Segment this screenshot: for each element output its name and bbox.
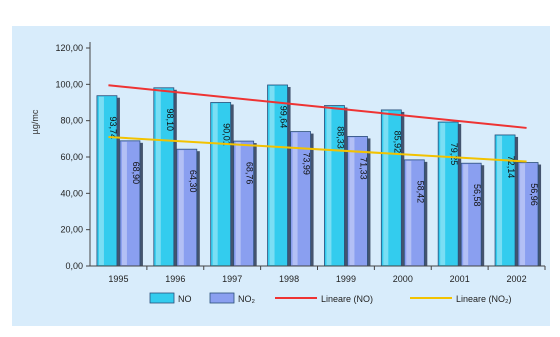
bar-highlight [212, 103, 218, 265]
legend-label: NO [178, 294, 192, 304]
bar-highlight [406, 160, 412, 265]
bar-highlight [383, 110, 389, 265]
bar-highlight [497, 135, 503, 265]
legend-label: NO₂ [238, 294, 256, 304]
bar-highlight [349, 137, 355, 265]
bar-highlight [440, 123, 446, 265]
x-tick-label: 1998 [279, 274, 299, 284]
y-tick-label: 40,00 [60, 188, 83, 198]
bar-highlight [178, 150, 184, 265]
x-tick-label: 1996 [165, 274, 185, 284]
x-tick-label: 2001 [450, 274, 470, 284]
bar-value-label: 99,64 [279, 106, 289, 129]
legend-label: Lineare (NO₂) [456, 294, 512, 304]
bar-highlight [235, 142, 241, 265]
legend-no: NO [149, 292, 192, 304]
x-tick-label: 2000 [393, 274, 413, 284]
y-tick-label: 60,00 [60, 152, 83, 162]
bar-highlight [155, 88, 161, 265]
legend-trend-no2: Lineare (NO₂) [410, 294, 512, 304]
bar-value-label: 58,42 [415, 181, 425, 204]
bar-value-label: 88,33 [335, 126, 345, 149]
bar-value-label: 79,25 [449, 143, 459, 166]
y-tick-label: 100,00 [55, 79, 83, 89]
bar-value-label: 56,96 [529, 183, 539, 206]
bar-value-label: 56,58 [472, 184, 482, 207]
legend-label: Lineare (NO) [321, 294, 373, 304]
x-tick-label: 1997 [222, 274, 242, 284]
trendline-no [108, 84, 527, 129]
bar-value-label: 93,74 [108, 116, 118, 139]
legend-swatch [209, 292, 235, 304]
bar-value-label: 68,76 [245, 162, 255, 185]
bar-highlight [121, 141, 127, 265]
bar-highlight [269, 85, 275, 265]
bar-highlight [463, 164, 469, 265]
bar-value-label: 73,99 [302, 152, 312, 175]
bar-highlight [326, 106, 332, 265]
bar-value-label: 72,14 [506, 156, 516, 179]
legend-swatch [149, 292, 175, 304]
y-tick-label: 20,00 [60, 225, 83, 235]
bar-value-label: 85,92 [392, 131, 402, 154]
trendline-no2 [108, 136, 527, 163]
bar-value-label: 98,10 [165, 109, 175, 132]
bar-highlight [98, 96, 104, 266]
y-tick-label: 0,00 [65, 261, 83, 271]
x-tick-label: 2002 [507, 274, 527, 284]
bar-value-label: 68,90 [131, 162, 141, 185]
y-axis-label: µg/mc [30, 109, 40, 134]
bar-value-label: 90,01 [222, 123, 232, 146]
legend-no2: NO₂ [209, 292, 256, 304]
x-tick-label: 1995 [108, 274, 128, 284]
y-tick-label: 80,00 [60, 116, 83, 126]
x-tick-label: 1999 [336, 274, 356, 284]
bar-highlight [292, 132, 298, 265]
bar-value-label: 71,33 [358, 157, 368, 180]
y-tick-label: 120,00 [55, 43, 83, 53]
legend-trend-no: Lineare (NO) [275, 294, 373, 304]
bar-highlight [520, 163, 526, 265]
bar-value-label: 64,30 [188, 170, 198, 193]
